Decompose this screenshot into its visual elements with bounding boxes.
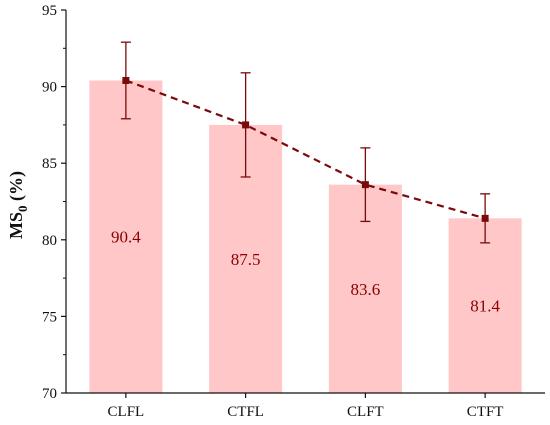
y-tick-label-70: 70 [42,386,57,402]
trend-marker-ctft [481,214,489,222]
x-tick-label-clfl: CLFL [108,404,145,420]
data-label-clft: 83.6 [351,280,381,299]
y-tick-label-75: 75 [42,309,57,325]
x-ticks-layer: CLFL CTFL CLFT CTFT [108,393,504,420]
y-tick-label-80: 80 [42,233,57,249]
y-ticks-layer: 70 75 80 85 90 95 [42,3,66,402]
bar-ctft [448,218,522,393]
y-tick-label-95: 95 [42,3,57,19]
trend-marker-clft [361,181,369,189]
y-tick-label-85: 85 [42,156,57,172]
data-label-clfl: 90.4 [111,228,141,247]
y-axis-label-main: MS [6,212,26,239]
trend-marker-clfl [122,76,130,84]
trend-line-layer [122,76,489,222]
data-label-ctft: 81.4 [470,297,500,316]
y-axis-label: MS0 (%) [6,171,30,239]
x-tick-label-clft: CLFT [347,404,384,420]
data-label-ctfl: 87.5 [231,250,261,269]
trend-line [125,79,486,220]
y-axis-label-unit: (%) [6,171,27,206]
bar-clfl [89,80,163,394]
y-axis-label-subscript: 0 [15,206,30,213]
y-tick-label-90: 90 [42,80,57,96]
trend-marker-ctfl [242,121,250,129]
x-tick-label-ctfl: CTFL [227,404,264,420]
x-tick-label-ctft: CTFT [467,404,504,420]
data-labels-layer: 90.4 87.5 83.6 81.4 [111,228,501,316]
